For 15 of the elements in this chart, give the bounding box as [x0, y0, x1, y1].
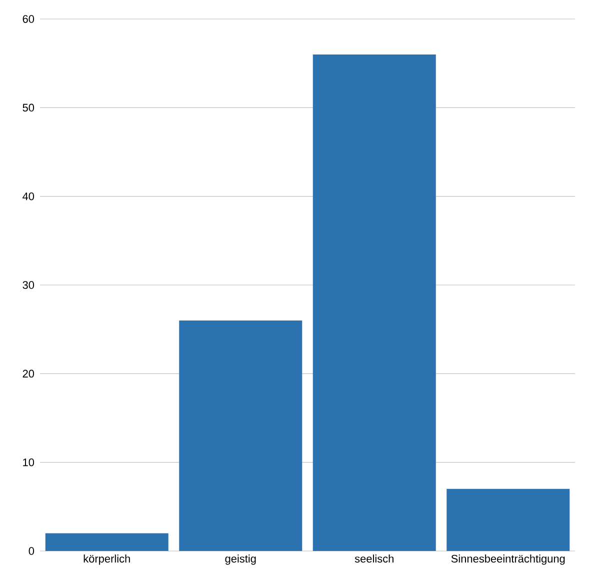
y-tick-label: 30 [22, 281, 34, 289]
bar [446, 488, 570, 551]
bar [312, 54, 436, 551]
y-tick-label: 0 [28, 547, 34, 555]
y-tick-label: 50 [22, 104, 34, 112]
bar [45, 533, 168, 551]
x-tick-label: körperlich [84, 554, 130, 565]
y-tick-label: 10 [23, 458, 34, 466]
y-tick-label: 20 [22, 370, 34, 378]
bar [179, 320, 302, 551]
x-tick-label: seelisch [354, 554, 394, 563]
y-tick-label: 60 [22, 15, 34, 23]
y-tick-label: 40 [22, 192, 34, 200]
x-tick-label: geistig [225, 554, 256, 565]
x-tick-label: Sinnesbeeinträchtigung [451, 554, 565, 565]
